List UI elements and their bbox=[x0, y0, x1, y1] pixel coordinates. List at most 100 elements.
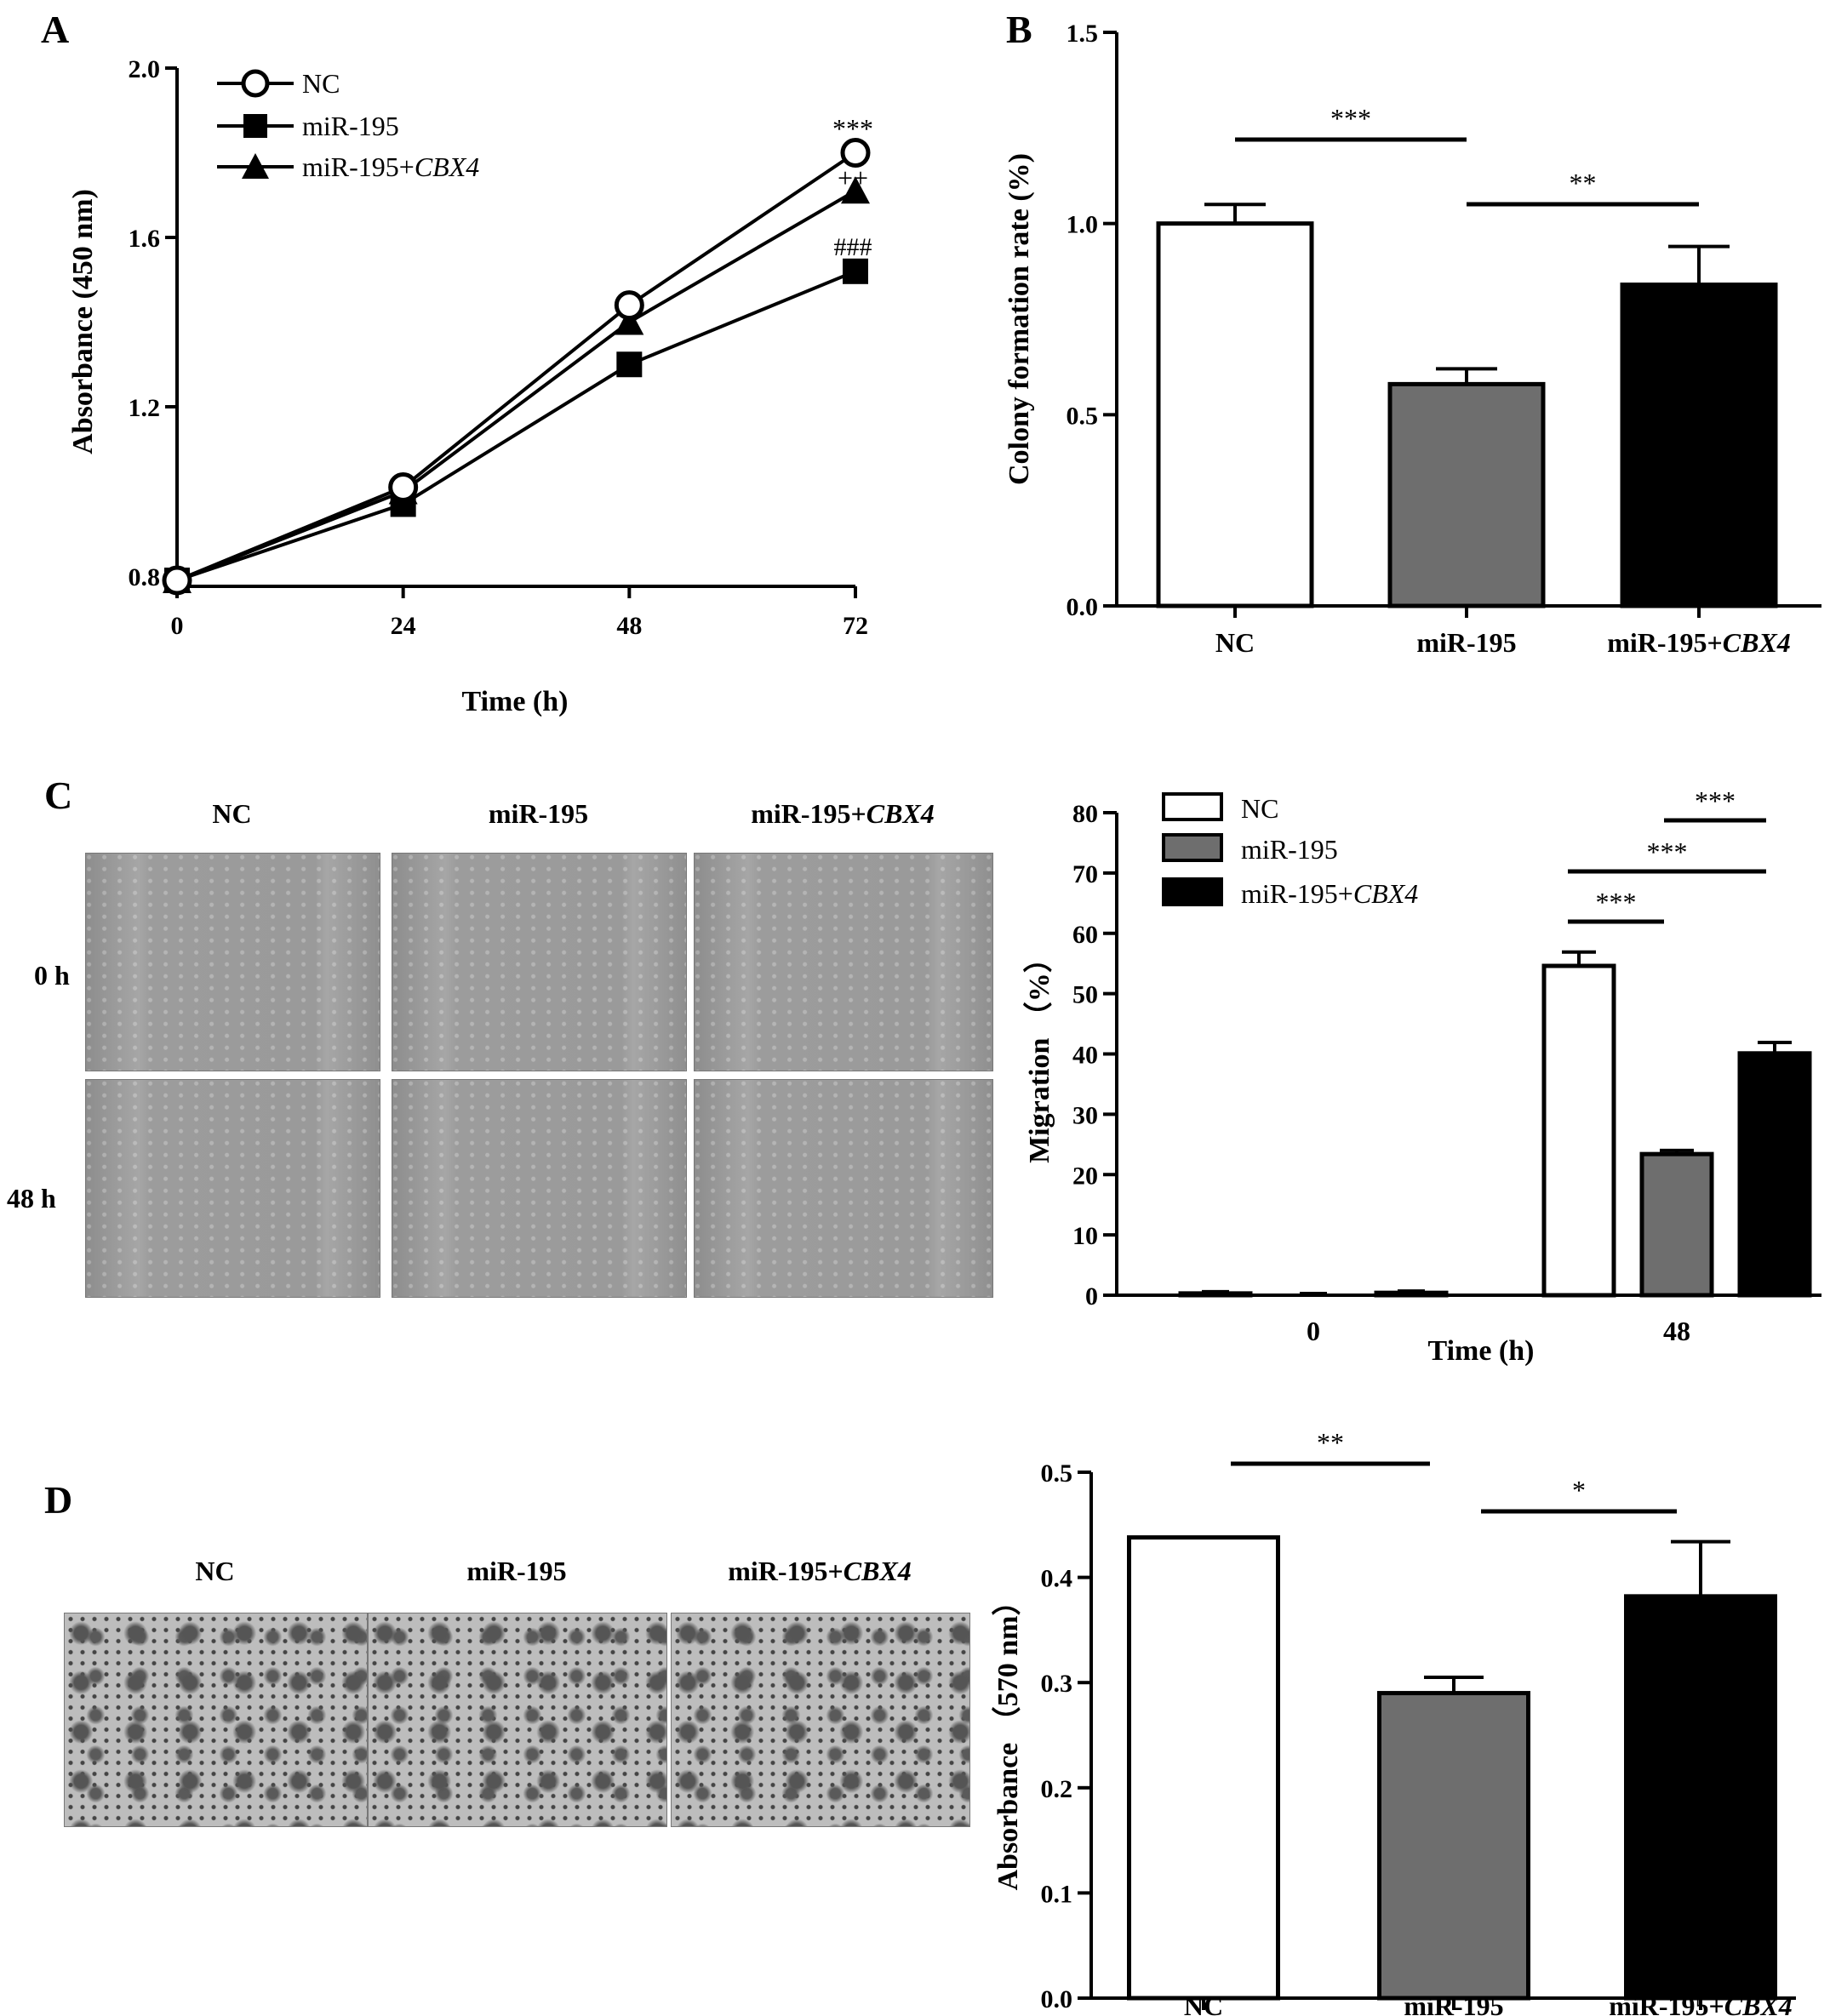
c-col-label-mir195: miR-195 bbox=[488, 798, 589, 829]
a-x-tick-label: 0 bbox=[171, 612, 184, 640]
panel-letter-d: D bbox=[44, 1478, 73, 1522]
a-point-1-3 bbox=[843, 258, 868, 284]
a-point-2-3 bbox=[841, 176, 870, 204]
c-y-tick-label: 80 bbox=[1072, 800, 1098, 828]
c-x-tick-label-1: 48 bbox=[1663, 1316, 1690, 1346]
micrograph-nc-0h bbox=[85, 853, 380, 1071]
a-point-2-2 bbox=[615, 307, 644, 335]
c-y-tick-label: 40 bbox=[1072, 1042, 1098, 1070]
c-y-tick-label: 50 bbox=[1072, 981, 1098, 1009]
a-point-1-2 bbox=[616, 351, 643, 378]
a-y-axis-title: Absorbance (450 nm) bbox=[67, 189, 99, 454]
d-col-label-nc: NC bbox=[195, 1556, 235, 1586]
d-y-tick-label: 0.2 bbox=[1041, 1775, 1073, 1803]
micrograph-nc-48h bbox=[85, 1079, 380, 1298]
b-category-label-2-plain: miR-195+ bbox=[1607, 627, 1723, 658]
a-y-tick-label: 0.8 bbox=[129, 563, 161, 591]
micrograph-invasion-nc bbox=[64, 1613, 368, 1827]
c-legend-swatch-1 bbox=[1162, 833, 1223, 862]
d-category-label-2-italic: CBX4 bbox=[1724, 1990, 1793, 2016]
c-col-label-italic: CBX4 bbox=[866, 798, 935, 829]
b-sig-label-1: ** bbox=[1570, 168, 1597, 198]
c-y-tick-label: 30 bbox=[1072, 1101, 1098, 1129]
b-y-axis-title: Colony formation rate (%) bbox=[1004, 153, 1035, 485]
c-y-tick-label: 0 bbox=[1085, 1282, 1098, 1311]
d-sig-label-1: * bbox=[1572, 1475, 1586, 1505]
d-y-tick-label: 0.3 bbox=[1041, 1670, 1073, 1698]
c-row-label-0h: 0 h bbox=[34, 960, 70, 991]
a-x-tick-label: 24 bbox=[391, 612, 416, 640]
b-y-tick-label: 0.0 bbox=[1067, 593, 1099, 621]
a-legend-label-1: miR-195 bbox=[302, 111, 399, 141]
a-legend-marker-0 bbox=[241, 69, 270, 98]
d-y-tick-label: 0.1 bbox=[1041, 1880, 1073, 1908]
d-sig-label-0: ** bbox=[1317, 1427, 1344, 1458]
b-sig-label-0: *** bbox=[1330, 103, 1371, 134]
a-series-line-0 bbox=[176, 151, 857, 582]
c-sig-label-0: *** bbox=[1596, 887, 1637, 917]
b-category-label-2: miR-195+CBX4 bbox=[1607, 627, 1791, 658]
d-y-tick-label: 0.5 bbox=[1041, 1459, 1073, 1488]
a-x-tick-label: 72 bbox=[843, 612, 868, 640]
micrograph-mir195-cbx4-48h bbox=[694, 1079, 993, 1298]
b-y-tick-label: 1.5 bbox=[1067, 20, 1099, 48]
d-category-label-1: miR-195 bbox=[1404, 1990, 1503, 2016]
b-y-tick-label: 1.0 bbox=[1067, 211, 1099, 239]
a-series-line-1 bbox=[176, 269, 856, 582]
a-y-tick-label: 1.6 bbox=[129, 225, 161, 253]
c-legend-label-2-plain: miR-195+ bbox=[1241, 878, 1353, 909]
a-point-0-3 bbox=[840, 138, 871, 168]
d-category-label-2-plain: miR-195+ bbox=[1609, 1990, 1724, 2016]
a-legend-marker-1 bbox=[243, 114, 267, 138]
c-legend-swatch-0 bbox=[1162, 792, 1223, 821]
a-legend-label-2-plain: miR-195+ bbox=[302, 151, 415, 182]
a-legend-label-0: NC bbox=[302, 68, 340, 99]
c-sig-label-2: *** bbox=[1695, 785, 1736, 816]
micrograph-mir195-cbx4-0h bbox=[694, 853, 993, 1071]
d-col-label-mir195-cbx4: miR-195+CBX4 bbox=[671, 1556, 969, 1587]
c-bar-0-0 bbox=[1178, 1291, 1253, 1298]
a-x-tick-label: 48 bbox=[616, 612, 642, 640]
a-annotation-plus: ++ bbox=[838, 163, 868, 193]
c-bar-1-1 bbox=[1639, 1151, 1714, 1298]
panel-letter-c: C bbox=[44, 774, 73, 817]
c-bar-2-1 bbox=[1737, 1051, 1812, 1298]
c-y-tick-label: 70 bbox=[1072, 860, 1098, 888]
a-annotation-hash: ### bbox=[834, 233, 872, 261]
d-bar-0 bbox=[1127, 1535, 1280, 2001]
c-y-axis-title: Migration （%） bbox=[1022, 944, 1055, 1163]
c-y-tick-label: 10 bbox=[1072, 1222, 1098, 1250]
c-sig-label-1: *** bbox=[1647, 837, 1688, 867]
c-row-label-48h: 48 h bbox=[7, 1183, 56, 1214]
c-legend-label-2: miR-195+CBX4 bbox=[1241, 878, 1418, 909]
c-col-label-plain: miR-195+ bbox=[751, 798, 866, 829]
micrograph-invasion-mir195-cbx4 bbox=[671, 1613, 970, 1827]
panel-letter-b: B bbox=[1006, 8, 1032, 51]
d-y-tick-label: 0.0 bbox=[1041, 1985, 1073, 2013]
d-y-axis-title: Absorbance （570 nm） bbox=[991, 1586, 1024, 1890]
c-y-tick-label: 60 bbox=[1072, 921, 1098, 949]
d-category-label-2: miR-195+CBX4 bbox=[1609, 1990, 1793, 2016]
c-legend-swatch-2 bbox=[1162, 877, 1223, 906]
b-y-tick-label: 0.5 bbox=[1067, 402, 1099, 430]
c-x-axis-title: Time (h) bbox=[1428, 1335, 1535, 1367]
d-category-label-0: NC bbox=[1184, 1990, 1223, 2016]
a-point-0-0 bbox=[162, 565, 192, 596]
d-col-label-italic: CBX4 bbox=[843, 1556, 912, 1586]
a-series-line-2 bbox=[176, 189, 857, 582]
c-y-tick-label: 20 bbox=[1072, 1162, 1098, 1190]
a-legend-label-2: miR-195+CBX4 bbox=[302, 151, 479, 182]
d-col-label-plain: miR-195+ bbox=[728, 1556, 844, 1586]
b-bar-2 bbox=[1620, 283, 1778, 608]
b-bar-1 bbox=[1387, 381, 1546, 608]
b-category-label-0: NC bbox=[1215, 627, 1255, 658]
micrograph-invasion-mir195 bbox=[368, 1613, 667, 1827]
d-y-tick-label: 0.4 bbox=[1041, 1565, 1073, 1593]
a-point-0-2 bbox=[614, 290, 644, 321]
a-legend-label-2-italic: CBX4 bbox=[415, 151, 479, 182]
a-annotation-ns: *** bbox=[832, 113, 873, 144]
c-legend-label-1: miR-195 bbox=[1241, 834, 1338, 865]
a-point-0-1 bbox=[388, 472, 419, 503]
micrograph-mir195-48h bbox=[392, 1079, 687, 1298]
